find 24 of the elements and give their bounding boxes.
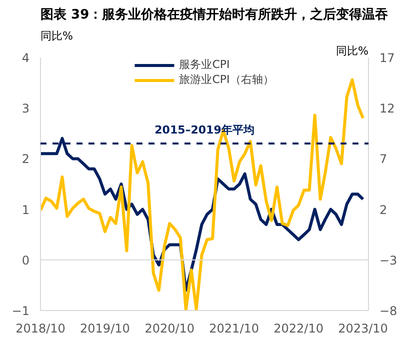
x-tick-label: 2023/10 — [338, 322, 388, 336]
ref-line-label: 2015–2019年平均 — [154, 124, 254, 137]
y-axis-title: 同比% — [40, 30, 73, 42]
legend-label: 旅游业CPI（右轴） — [179, 72, 274, 87]
y2-tick-label: 7 — [380, 152, 388, 166]
y-tick-label: 3 — [22, 102, 30, 116]
y2-axis-title: 同比% — [336, 44, 368, 58]
y-tick-label: 2 — [22, 152, 30, 166]
y2-tick-label: 17 — [380, 51, 395, 65]
y-tick-label: 4 — [22, 51, 30, 65]
x-tick-label: 2022/10 — [274, 322, 324, 336]
x-tick-label: 2021/10 — [209, 322, 260, 336]
y2-tick-label: −8 — [380, 304, 398, 318]
y2-tick-label: 2 — [380, 202, 388, 217]
y2-tick-label: 12 — [380, 102, 395, 116]
chart-title: 图表 39：服务业价格在疫情开始时有所跌升，之后变得温吞 — [40, 6, 390, 22]
y-tick-label: 0 — [22, 253, 30, 268]
x-tick-label: 2018/10 — [16, 322, 66, 336]
y2-tick-label: −3 — [380, 253, 398, 268]
y-tick-label: −1 — [12, 304, 30, 318]
x-tick-label: 2020/10 — [144, 322, 195, 336]
x-tick-label: 2019/10 — [80, 322, 130, 336]
legend-label: 服务业CPI — [179, 57, 230, 72]
y-tick-label: 1 — [22, 202, 30, 217]
